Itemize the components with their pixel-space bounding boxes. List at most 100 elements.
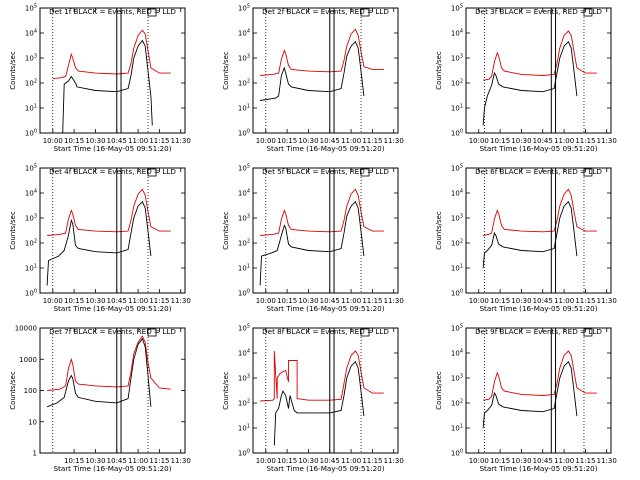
chart-3-flag-box	[583, 8, 593, 17]
chart-8-xlabel: Start Time (16-May-05 09:51:20)	[266, 464, 384, 473]
chart-8-xtick-label-4: 11:00	[341, 457, 361, 465]
chart-7-ytick-label-3: 1000	[19, 356, 37, 364]
chart-7-ytick-label-0: 1	[33, 450, 37, 458]
chart-2-ytick-label-5: 105	[238, 4, 250, 13]
chart-4-ytick-label-2: 102	[25, 239, 37, 248]
chart-8-frame	[252, 327, 399, 454]
chart-1-ytick-label-0: 100	[25, 129, 37, 138]
chart-4-ytick-label-0: 100	[25, 289, 37, 298]
chart-5-series-events	[259, 200, 365, 286]
chart-5-ytick-label-0: 100	[238, 289, 250, 298]
chart-8-xtick-label-1: 10:15	[277, 457, 297, 465]
chart-8-xtick-label-6: 11:30	[384, 457, 404, 465]
chart-4-ytick-label-4: 104	[25, 189, 37, 198]
chart-9-ylabel: Counts/sec	[435, 371, 443, 410]
chart-2-ytick-label-0: 100	[238, 129, 250, 138]
chart-3-series-events	[482, 40, 578, 126]
chart-7-xlabel: Start Time (16-May-05 09:51:20)	[53, 464, 171, 473]
chart-5-xtick-label-1: 10:15	[277, 297, 297, 305]
chart-5-xtick-label-3: 10:45	[320, 297, 340, 305]
chart-5-flag-box	[360, 168, 370, 177]
chart-8-ytick-label-1: 101	[238, 424, 250, 433]
chart-5-ytick-label-5: 105	[238, 164, 250, 173]
chart-4-xtick-label-4: 11:00	[128, 297, 148, 305]
chart-9-ytick-label-4: 104	[451, 349, 463, 358]
chart-8-ytick-label-0: 100	[238, 449, 250, 458]
chart-8-xtick-label-2: 10:30	[298, 457, 318, 465]
chart-2-series-events	[260, 40, 365, 101]
chart-6-xlabel: Start Time (16-May-05 09:51:20)	[479, 304, 597, 313]
chart-4-ytick-label-1: 101	[25, 264, 37, 273]
chart-4-ytick-label-3: 103	[25, 214, 37, 223]
chart-7-ytick-label-2: 100	[24, 387, 37, 395]
chart-5-xtick-label-0: 10:00	[256, 297, 276, 305]
chart-1-ytick-label-3: 103	[25, 54, 37, 63]
chart-6-series-events	[482, 200, 578, 269]
chart-8-xtick-label-3: 10:45	[320, 457, 340, 465]
chart-4-xtick-label-5: 11:15	[149, 297, 169, 305]
chart-1-xtick-label-1: 10:15	[64, 137, 84, 145]
chart-8-ytick-label-4: 104	[238, 349, 250, 358]
chart-2-ytick-label-4: 104	[238, 29, 250, 38]
chart-5-xtick-label-4: 11:00	[341, 297, 361, 305]
chart-6-frame	[465, 167, 612, 294]
chart-4-title: Det 4f BLACK = Events, RED = LLD	[49, 167, 176, 176]
chart-1-frame	[39, 7, 186, 134]
chart-7-xtick-label-0: 10:15	[64, 457, 84, 465]
chart-4-xtick-label-6: 11:30	[171, 297, 191, 305]
chart-2-title: Det 2f BLACK = Events, RED = LLD	[262, 7, 389, 16]
chart-5-xlabel: Start Time (16-May-05 09:51:20)	[266, 304, 384, 313]
chart-4-frame	[39, 167, 186, 294]
chart-6-series-lld	[483, 188, 597, 236]
chart-6-ytick-label-1: 101	[451, 264, 463, 273]
chart-9-xtick-label-0: 10:00	[469, 457, 489, 465]
chart-6-xtick-label-0: 10:00	[469, 297, 489, 305]
chart-6-xtick-label-3: 10:45	[533, 297, 553, 305]
chart-9-xlabel: Start Time (16-May-05 09:51:20)	[479, 464, 597, 473]
chart-5-xtick-label-5: 11:15	[362, 297, 382, 305]
chart-7-xtick-label-4: 11:15	[149, 457, 169, 465]
chart-6-ytick-label-0: 100	[451, 289, 463, 298]
chart-6-xtick-label-2: 10:30	[511, 297, 531, 305]
chart-9-ytick-label-3: 103	[451, 374, 463, 383]
chart-6-flag-box	[583, 168, 593, 177]
chart-7-ytick-label-4: 10000	[15, 325, 37, 333]
chart-3-ytick-label-5: 105	[451, 4, 463, 13]
chart-7-frame	[39, 327, 186, 454]
chart-4-series-lld	[47, 188, 171, 236]
chart-6-ytick-label-4: 104	[451, 189, 463, 198]
chart-3-title: Det 3f BLACK = Events, RED = LLD	[475, 7, 602, 16]
chart-5-ytick-label-1: 101	[238, 264, 250, 273]
chart-7-flag-box	[147, 328, 157, 337]
chart-6-title: Det 6f BLACK = Events, RED = LLD	[475, 167, 602, 176]
chart-4-flag-box	[147, 168, 157, 177]
chart-2-ytick-label-2: 102	[238, 79, 250, 88]
chart-8-xtick-label-5: 11:15	[362, 457, 382, 465]
chart-1-ytick-label-5: 105	[25, 4, 37, 13]
chart-9-ytick-label-0: 100	[451, 449, 463, 458]
chart-9-series-events	[482, 360, 578, 429]
chart-7-xtick-label-2: 10:45	[107, 457, 127, 465]
chart-5-title: Det 5f BLACK = Events, RED = LLD	[262, 167, 389, 176]
chart-3-xtick-label-2: 10:30	[511, 137, 531, 145]
chart-8-ytick-label-2: 102	[238, 399, 250, 408]
chart-1-xtick-label-0: 10:00	[43, 137, 63, 145]
chart-1-title: Det 1f BLACK = Events, RED = LLD	[49, 7, 176, 16]
chart-9-xtick-label-5: 11:15	[575, 457, 595, 465]
chart-5-ylabel: Counts/sec	[222, 211, 230, 250]
chart-3-xtick-label-5: 11:15	[575, 137, 595, 145]
chart-3-ylabel: Counts/sec	[435, 51, 443, 90]
chart-8-title: Det 8f BLACK = Events, RED = LLD	[262, 327, 389, 336]
chart-3-ytick-label-4: 104	[451, 29, 463, 38]
chart-7-title: Det 7f BLACK = Events, RED = LLD	[49, 327, 176, 336]
chart-3-series-lld	[483, 30, 597, 81]
chart-5-frame	[252, 167, 399, 294]
chart-1-ytick-label-4: 104	[25, 29, 37, 38]
chart-9-xtick-label-2: 10:30	[511, 457, 531, 465]
